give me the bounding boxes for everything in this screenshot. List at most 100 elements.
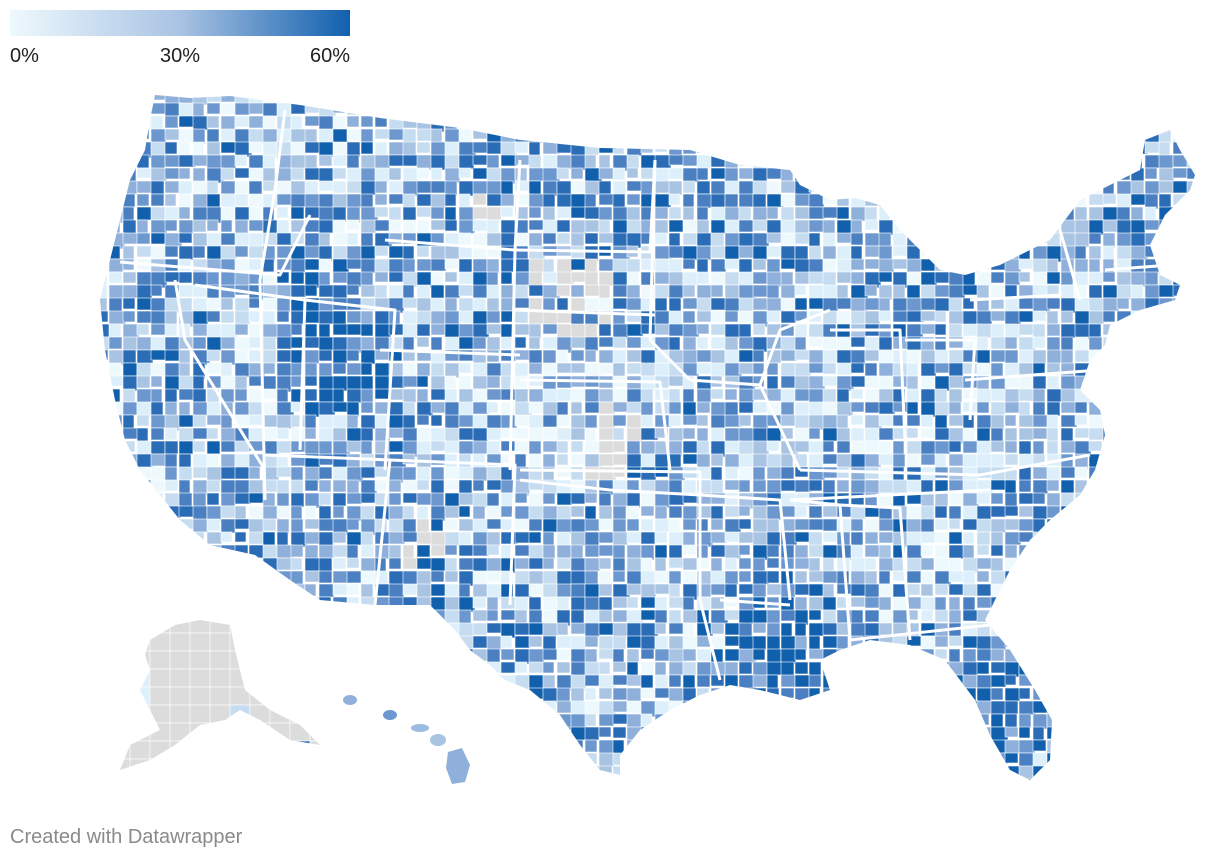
county-cell[interactable] <box>808 453 824 468</box>
county-cell[interactable] <box>1088 167 1106 181</box>
county-cell[interactable] <box>556 752 571 769</box>
county-cell[interactable] <box>486 115 503 131</box>
county-cell[interactable] <box>95 141 110 158</box>
county-cell[interactable] <box>122 167 137 183</box>
county-cell[interactable] <box>276 661 295 675</box>
county-cell[interactable] <box>1116 440 1134 456</box>
county-cell[interactable] <box>1074 609 1090 627</box>
county-cell[interactable] <box>962 596 976 612</box>
county-cell[interactable] <box>122 596 140 608</box>
county-cell[interactable] <box>388 544 402 560</box>
county-cell[interactable] <box>570 466 584 481</box>
county-cell[interactable] <box>864 375 880 389</box>
county-cell[interactable] <box>1186 414 1201 429</box>
county-cell[interactable] <box>794 180 812 196</box>
county-cell[interactable] <box>724 726 737 742</box>
county-cell[interactable] <box>108 102 125 119</box>
county-cell[interactable] <box>697 792 709 800</box>
county-cell[interactable] <box>269 704 291 724</box>
county-cell[interactable] <box>290 648 307 666</box>
county-cell[interactable] <box>262 518 277 532</box>
county-cell[interactable] <box>1116 557 1129 572</box>
county-cell[interactable] <box>822 102 836 118</box>
county-cell[interactable] <box>234 570 253 584</box>
county-cell[interactable] <box>724 505 742 518</box>
county-cell[interactable] <box>108 557 126 572</box>
county-cell[interactable] <box>794 141 812 155</box>
county-cell[interactable] <box>808 102 822 114</box>
county-cell[interactable] <box>276 206 289 219</box>
county-cell[interactable] <box>374 414 389 429</box>
county-cell[interactable] <box>556 726 570 744</box>
county-cell[interactable] <box>430 700 445 718</box>
county-cell[interactable] <box>500 648 515 661</box>
county-cell[interactable] <box>108 245 121 260</box>
county-cell[interactable] <box>136 193 150 207</box>
county-cell[interactable] <box>1201 181 1214 196</box>
county-cell[interactable] <box>878 258 895 273</box>
county-cell[interactable] <box>95 388 111 406</box>
county-cell[interactable] <box>234 505 247 520</box>
county-cell[interactable] <box>710 141 726 157</box>
county-cell[interactable] <box>934 388 948 403</box>
county-cell[interactable] <box>542 193 556 208</box>
county-cell[interactable] <box>277 792 291 800</box>
county-cell[interactable] <box>332 596 349 610</box>
county-cell[interactable] <box>668 102 684 119</box>
county-cell[interactable] <box>976 609 993 623</box>
county-cell[interactable] <box>920 752 934 765</box>
county-cell[interactable] <box>1201 298 1218 313</box>
county-cell[interactable] <box>178 258 192 272</box>
county-cell[interactable] <box>1060 466 1076 479</box>
county-cell[interactable] <box>248 206 262 221</box>
county-cell[interactable] <box>794 739 810 756</box>
county-cell[interactable] <box>990 661 1008 674</box>
county-cell[interactable] <box>1032 141 1048 154</box>
county-cell[interactable] <box>346 90 365 103</box>
county-cell[interactable] <box>1088 492 1105 505</box>
county-cell[interactable] <box>626 635 642 649</box>
county-cell[interactable] <box>220 154 237 170</box>
county-cell[interactable] <box>416 167 430 180</box>
county-cell[interactable] <box>976 518 994 533</box>
county-cell[interactable] <box>640 609 658 621</box>
county-cell[interactable] <box>976 440 992 455</box>
county-cell[interactable] <box>920 90 934 107</box>
county-cell[interactable] <box>1116 518 1130 534</box>
county-cell[interactable] <box>528 167 546 182</box>
county-cell[interactable] <box>1088 453 1107 469</box>
county-cell[interactable] <box>598 752 615 768</box>
county-cell[interactable] <box>1116 622 1134 635</box>
county-cell[interactable] <box>430 544 446 557</box>
county-cell[interactable] <box>318 622 336 638</box>
county-cell[interactable] <box>234 752 250 767</box>
county-cell[interactable] <box>640 726 659 740</box>
county-cell[interactable] <box>696 128 709 141</box>
county-cell[interactable] <box>710 622 725 635</box>
county-cell[interactable] <box>1018 310 1034 323</box>
county-cell[interactable] <box>795 792 810 800</box>
county-cell[interactable] <box>598 388 615 403</box>
county-cell[interactable] <box>229 704 251 724</box>
county-cell[interactable] <box>878 206 891 222</box>
county-cell[interactable] <box>1186 544 1201 557</box>
county-cell[interactable] <box>766 440 780 452</box>
county-cell[interactable] <box>668 596 686 609</box>
county-cell[interactable] <box>276 427 290 440</box>
county-cell[interactable] <box>654 128 673 145</box>
county-cell[interactable] <box>178 115 195 128</box>
county-cell[interactable] <box>374 258 392 273</box>
county-cell[interactable] <box>1186 206 1200 221</box>
county-cell[interactable] <box>1172 648 1185 663</box>
county-cell[interactable] <box>472 544 490 557</box>
county-cell[interactable] <box>164 518 181 535</box>
county-cell[interactable] <box>332 570 349 584</box>
county-cell[interactable] <box>1172 583 1188 599</box>
county-cell[interactable] <box>122 505 138 517</box>
county-cell[interactable] <box>444 154 460 170</box>
county-cell[interactable] <box>1172 531 1188 545</box>
county-cell[interactable] <box>780 453 794 468</box>
county-cell[interactable] <box>122 609 138 623</box>
county-cell[interactable] <box>584 388 600 403</box>
county-cell[interactable] <box>836 128 853 143</box>
